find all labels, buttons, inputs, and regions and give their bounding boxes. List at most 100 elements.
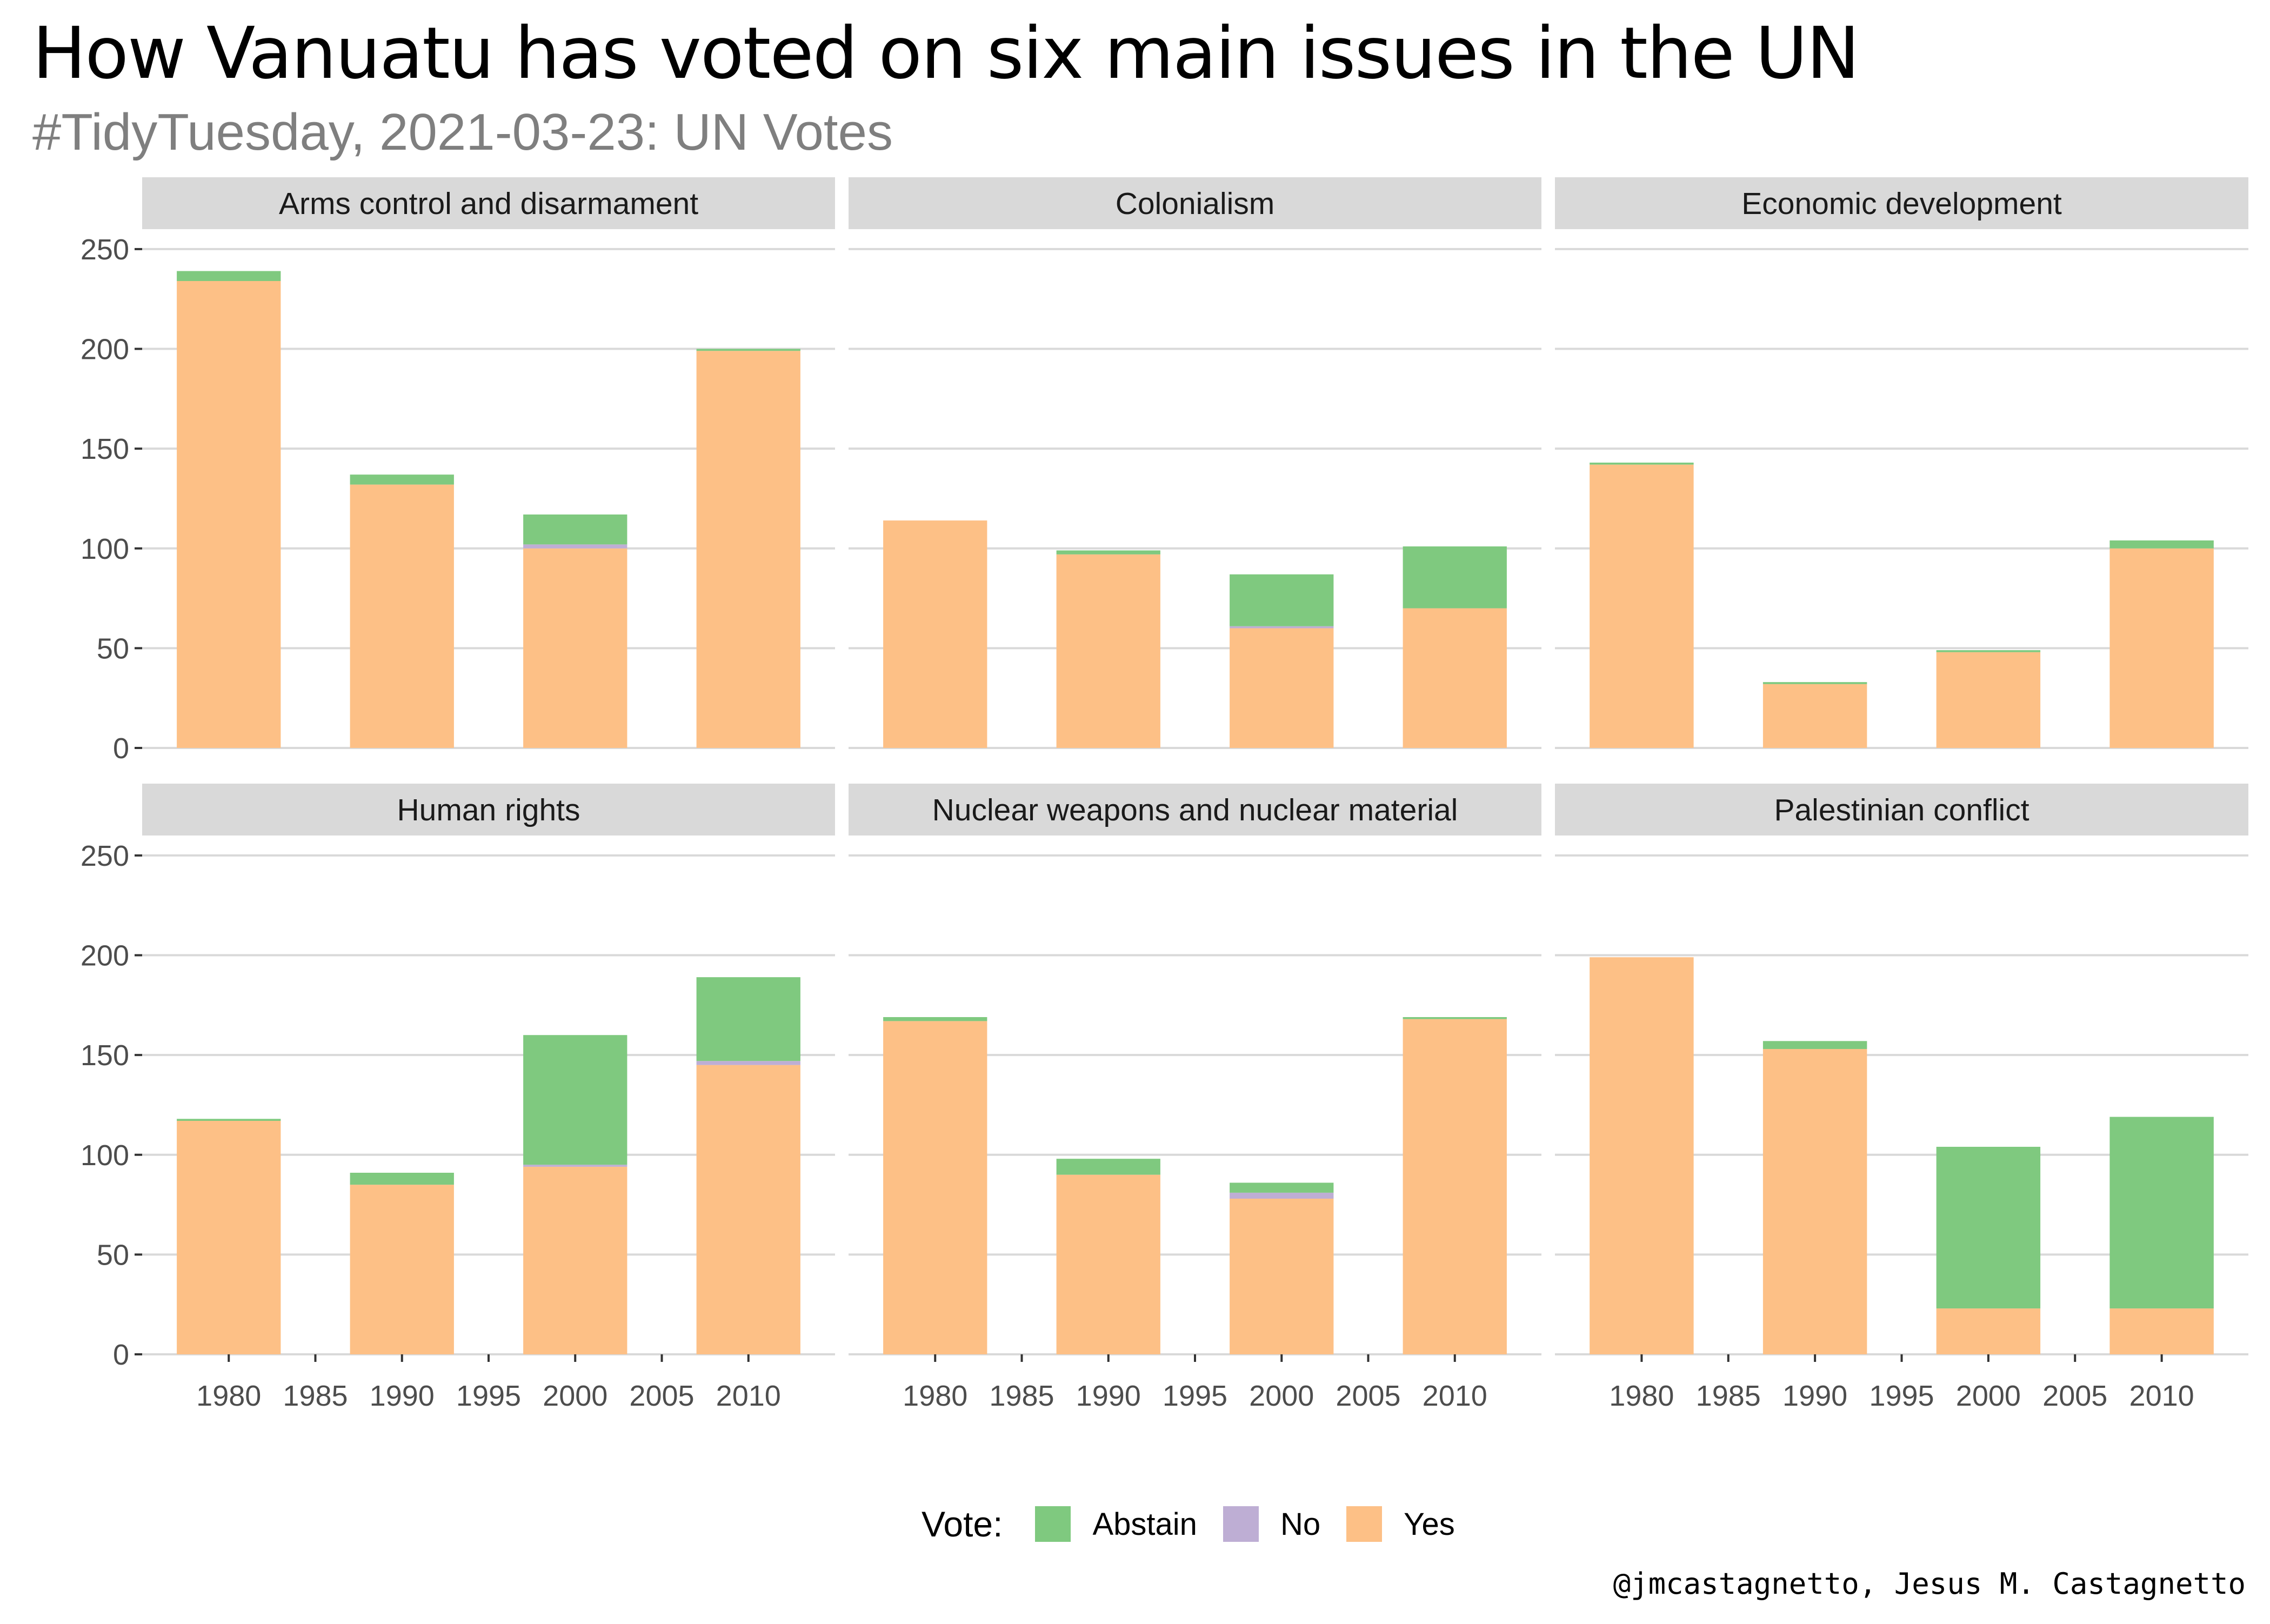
bar-economic-development-2000-yes <box>1936 652 2041 748</box>
x-tick-label-1990: 1990 <box>1076 1380 1141 1412</box>
bar-arms-control-and-disarmament-1980-abstain <box>177 271 281 281</box>
facet-strip-arms-control-and-disarmament <box>142 177 835 229</box>
x-tick-label-2010: 2010 <box>716 1380 781 1412</box>
bar-economic-development-1980-yes <box>1590 464 1694 748</box>
bar-arms-control-and-disarmament-2010-yes <box>696 351 800 748</box>
x-tick-label-1980: 1980 <box>196 1380 261 1412</box>
bar-palestinian-conflict-1990-abstain <box>1762 1041 1867 1050</box>
facet-strip-colonialism <box>849 177 1541 229</box>
y-tick-label-0: 0 <box>113 1339 129 1371</box>
legend: Vote: Abstain No Yes <box>0 1497 2270 1551</box>
bar-economic-development-1990-yes <box>1762 684 1867 748</box>
y-tick-label-50: 50 <box>97 632 129 665</box>
bar-economic-development-2010-yes <box>2109 548 2214 748</box>
bar-arms-control-and-disarmament-1990-yes <box>350 484 454 748</box>
bar-nuclear-weapons-and-nuclear-material-2000-abstain <box>1230 1182 1334 1193</box>
legend-item-no: No <box>1223 1506 1320 1542</box>
bar-nuclear-weapons-and-nuclear-material-1980-yes <box>883 1021 987 1354</box>
x-tick-label-1985: 1985 <box>283 1380 348 1412</box>
x-tick-label-2000: 2000 <box>543 1380 607 1412</box>
bar-human-rights-1980-yes <box>177 1121 281 1354</box>
y-tick-label-200: 200 <box>81 333 129 366</box>
facet-label-nuclear-weapons-and-nuclear-material: Nuclear weapons and nuclear material <box>932 793 1458 827</box>
bar-palestinian-conflict-2010-yes <box>2109 1308 2214 1354</box>
bar-human-rights-2010-yes <box>696 1065 800 1354</box>
legend-key-no <box>1223 1506 1259 1542</box>
x-tick-label-2000: 2000 <box>1249 1380 1314 1412</box>
y-tick-label-100: 100 <box>81 1139 129 1172</box>
bar-nuclear-weapons-and-nuclear-material-2000-yes <box>1230 1199 1334 1354</box>
x-tick-label-2005: 2005 <box>2042 1380 2107 1412</box>
bar-arms-control-and-disarmament-2000-no <box>523 544 627 549</box>
y-tick-label-0: 0 <box>113 732 129 765</box>
bar-nuclear-weapons-and-nuclear-material-2010-abstain <box>1403 1017 1507 1019</box>
bar-colonialism-2000-abstain <box>1230 574 1334 626</box>
bar-arms-control-and-disarmament-1990-abstain <box>350 474 454 485</box>
facet-label-colonialism: Colonialism <box>1116 186 1275 221</box>
facet-strip-palestinian-conflict <box>1555 784 2248 836</box>
bar-colonialism-1990-abstain <box>1056 550 1160 554</box>
x-tick-label-1985: 1985 <box>1696 1380 1761 1412</box>
bar-arms-control-and-disarmament-2000-abstain <box>523 514 627 545</box>
x-tick-label-1995: 1995 <box>456 1380 521 1412</box>
x-tick-label-1985: 1985 <box>989 1380 1054 1412</box>
bar-human-rights-1980-abstain <box>177 1119 281 1121</box>
legend-label-no: No <box>1280 1506 1321 1542</box>
bar-nuclear-weapons-and-nuclear-material-1990-yes <box>1056 1174 1160 1354</box>
bar-human-rights-2000-yes <box>523 1166 627 1354</box>
bar-palestinian-conflict-1990-yes <box>1762 1049 1867 1354</box>
bar-colonialism-2010-yes <box>1403 608 1507 748</box>
facet-label-palestinian-conflict: Palestinian conflict <box>1774 793 2029 827</box>
bar-arms-control-and-disarmament-2010-abstain <box>696 349 800 351</box>
chart-title: How Vanuatu has voted on six main issues… <box>32 12 1860 95</box>
legend-key-abstain <box>1035 1506 1071 1542</box>
bar-colonialism-1980-yes <box>883 520 987 748</box>
legend-inner: Vote: Abstain No Yes <box>922 1497 1481 1551</box>
bar-nuclear-weapons-and-nuclear-material-2010-yes <box>1403 1019 1507 1354</box>
bar-economic-development-2000-abstain <box>1936 650 2041 652</box>
bar-colonialism-1990-yes <box>1056 554 1160 748</box>
bar-human-rights-1990-yes <box>350 1185 454 1354</box>
bar-economic-development-2010-abstain <box>2109 540 2214 549</box>
chart-subtitle: #TidyTuesday, 2021-03-23: UN Votes <box>32 103 893 161</box>
bar-colonialism-2000-no <box>1230 626 1334 629</box>
bar-human-rights-2000-no <box>523 1165 627 1167</box>
x-tick-label-2000: 2000 <box>1956 1380 2021 1412</box>
x-tick-label-2010: 2010 <box>1423 1380 1487 1412</box>
y-tick-label-50: 50 <box>97 1239 129 1271</box>
x-tick-label-1990: 1990 <box>1782 1380 1847 1412</box>
x-tick-label-2005: 2005 <box>629 1380 694 1412</box>
y-tick-label-100: 100 <box>81 533 129 565</box>
facet-strip-economic-development <box>1555 177 2248 229</box>
bar-palestinian-conflict-2000-abstain <box>1936 1147 2041 1309</box>
y-tick-label-150: 150 <box>81 433 129 465</box>
bar-economic-development-1990-abstain <box>1762 682 1867 684</box>
bar-arms-control-and-disarmament-1980-yes <box>177 281 281 748</box>
facet-strip-nuclear-weapons-and-nuclear-material <box>849 784 1541 836</box>
facet-label-arms-control-and-disarmament: Arms control and disarmament <box>279 186 698 221</box>
bar-palestinian-conflict-2010-abstain <box>2109 1117 2214 1309</box>
legend-label-yes: Yes <box>1404 1506 1455 1542</box>
x-tick-label-1980: 1980 <box>1609 1380 1674 1412</box>
bar-economic-development-1980-abstain <box>1590 463 1694 465</box>
caption: @jmcastagnetto, Jesus M. Castagnetto <box>1613 1567 2246 1601</box>
y-tick-label-150: 150 <box>81 1039 129 1072</box>
x-tick-label-2010: 2010 <box>2129 1380 2194 1412</box>
y-tick-label-200: 200 <box>81 940 129 972</box>
bar-colonialism-2010-abstain <box>1403 546 1507 609</box>
legend-label-abstain: Abstain <box>1092 1506 1197 1542</box>
x-tick-label-2005: 2005 <box>1336 1380 1400 1412</box>
bar-human-rights-2010-abstain <box>696 977 800 1061</box>
legend-item-yes: Yes <box>1346 1506 1455 1542</box>
legend-key-yes <box>1346 1506 1383 1542</box>
x-tick-label-1995: 1995 <box>1163 1380 1227 1412</box>
x-tick-label-1980: 1980 <box>903 1380 967 1412</box>
bar-palestinian-conflict-2000-yes <box>1936 1308 2041 1354</box>
facet-strip-human-rights <box>142 784 835 836</box>
bar-human-rights-2010-no <box>696 1061 800 1065</box>
bar-nuclear-weapons-and-nuclear-material-2000-no <box>1230 1192 1334 1199</box>
bar-human-rights-1990-abstain <box>350 1173 454 1185</box>
bar-colonialism-2000-yes <box>1230 628 1334 748</box>
